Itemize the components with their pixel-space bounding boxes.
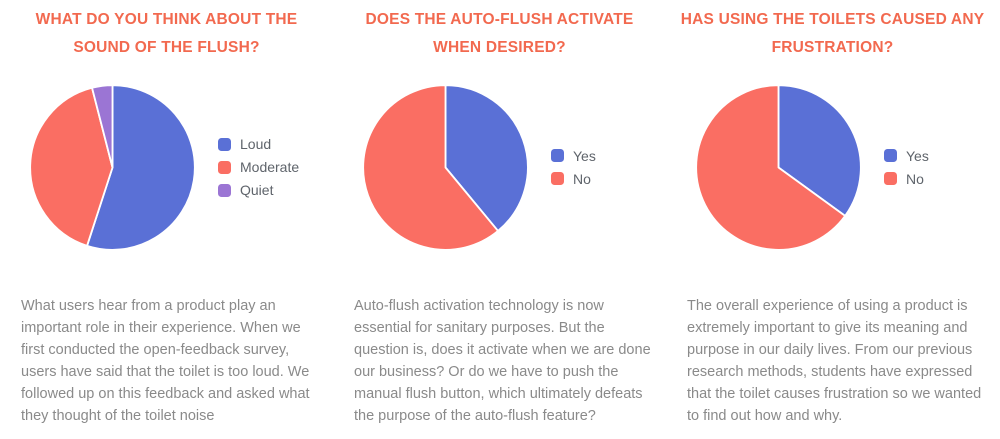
survey-column-flush-sound: WHAT DO YOU THINK ABOUT THE SOUND OF THE… — [0, 0, 333, 427]
legend-item-loud: Loud — [218, 136, 299, 152]
pie-slice-loud — [86, 83, 196, 251]
legend-swatch-icon — [218, 137, 231, 151]
pie-chart-block: Yes No — [333, 75, 666, 259]
legend-swatch-icon — [218, 183, 231, 197]
legend-swatch-icon — [218, 160, 231, 174]
legend: Yes No — [884, 148, 929, 187]
legend-swatch-icon — [884, 149, 897, 162]
pie-chart-block: Yes No — [666, 75, 999, 259]
pie-chart-autoflush — [362, 83, 529, 251]
legend-label: No — [573, 170, 591, 187]
legend-swatch-icon — [884, 172, 897, 185]
chart-title: HAS USING THE TOILETS CAUSED ANY FRUSTRA… — [673, 6, 993, 62]
legend-item-no: No — [551, 171, 596, 187]
pie-slice-yes — [777, 83, 862, 217]
legend: Loud Moderate Quiet — [218, 136, 299, 198]
legend-item-yes: Yes — [884, 148, 929, 164]
chart-title-line: FRUSTRATION? — [771, 39, 894, 56]
pie-slice-no — [695, 83, 847, 251]
pie-chart-flush-sound — [29, 83, 196, 251]
legend: Yes No — [551, 148, 596, 187]
legend-swatch-icon — [551, 149, 564, 162]
survey-column-frustration: HAS USING THE TOILETS CAUSED ANY FRUSTRA… — [666, 0, 999, 427]
legend-label: Quiet — [240, 182, 274, 198]
pie-slice-moderate — [29, 86, 114, 247]
chart-title-line: HAS USING THE TOILETS CAUSED ANY — [680, 11, 985, 28]
legend-label: Yes — [573, 147, 596, 164]
chart-description: What users hear from a product play an i… — [21, 298, 310, 424]
pie-chart-frustration — [695, 83, 862, 251]
pie-slice-yes — [444, 83, 529, 232]
chart-title-line: SOUND OF THE FLUSH? — [73, 39, 260, 56]
chart-title: WHAT DO YOU THINK ABOUT THE SOUND OF THE… — [7, 6, 327, 62]
legend-label: Yes — [906, 147, 929, 164]
chart-title: DOES THE AUTO-FLUSH ACTIVATE WHEN DESIRE… — [340, 6, 660, 62]
chart-description: Auto-flush activation technology is now … — [354, 298, 651, 424]
chart-title-line: DOES THE AUTO-FLUSH ACTIVATE — [365, 11, 634, 28]
chart-title-line: WHEN DESIRED? — [433, 39, 566, 56]
legend-label: Loud — [240, 136, 272, 152]
survey-results-page: WHAT DO YOU THINK ABOUT THE SOUND OF THE… — [0, 0, 999, 427]
pie-chart-block: Loud Moderate Quiet — [0, 75, 333, 259]
legend-item-no: No — [884, 171, 929, 187]
chart-title-line: WHAT DO YOU THINK ABOUT THE — [35, 11, 298, 28]
legend-item-quiet: Quiet — [218, 182, 299, 198]
pie-slice-quiet — [91, 83, 114, 168]
legend-label: No — [906, 170, 924, 187]
legend-item-moderate: Moderate — [218, 159, 299, 175]
pie-slice-no — [362, 83, 499, 251]
legend-swatch-icon — [551, 172, 564, 185]
legend-label: Moderate — [240, 159, 300, 175]
survey-column-autoflush: DOES THE AUTO-FLUSH ACTIVATE WHEN DESIRE… — [333, 0, 666, 427]
chart-description: The overall experience of using a produc… — [687, 298, 982, 424]
legend-item-yes: Yes — [551, 148, 596, 164]
